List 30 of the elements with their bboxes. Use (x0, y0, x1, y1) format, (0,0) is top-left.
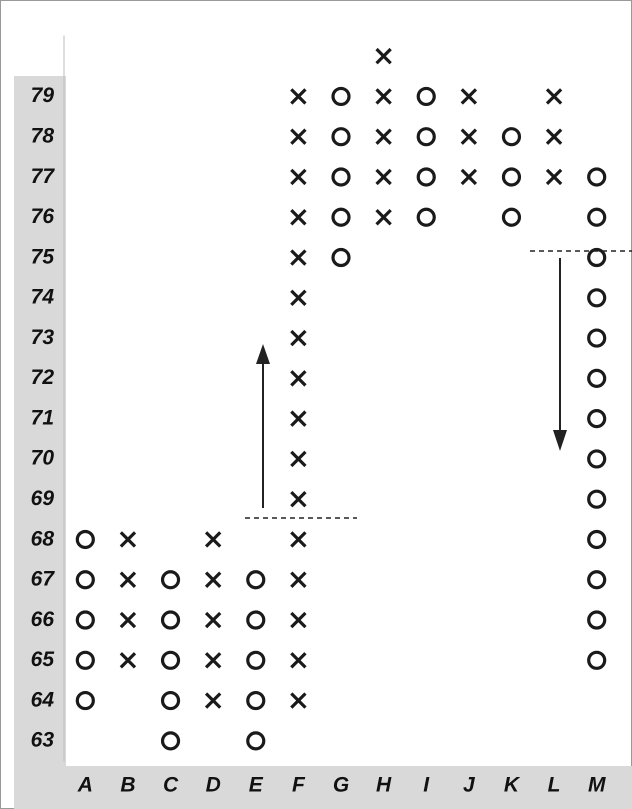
y-tick-label: 66 (30, 608, 54, 631)
y-tick-label: 64 (30, 688, 54, 712)
y-tick-label: 65 (30, 648, 54, 672)
y-tick-label: 68 (30, 527, 54, 550)
x-tick-label: E (248, 773, 264, 796)
x-tick-label: H (376, 773, 392, 796)
x-tick-label: M (588, 773, 606, 796)
y-tick-label: 72 (30, 366, 54, 390)
y-tick-label: 76 (30, 205, 54, 228)
x-tick-label: D (206, 773, 221, 796)
y-tick-label: 69 (30, 486, 54, 510)
y-tick-label: 75 (30, 245, 54, 268)
x-tick-label: G (332, 773, 350, 796)
y-tick-label: 77 (30, 164, 56, 188)
y-tick-label: 73 (30, 326, 54, 349)
y-tick-label: 63 (30, 728, 54, 752)
y-tick-label: 79 (30, 84, 54, 108)
x-tick-label: A (76, 773, 93, 796)
x-tick-label: L (548, 773, 560, 796)
y-tick-label: 71 (30, 406, 54, 430)
x-tick-label: F (292, 773, 306, 796)
x-tick-label: C (162, 773, 179, 796)
y-tick-label: 67 (30, 568, 56, 591)
x-tick-label: B (120, 773, 136, 796)
y-tick-label: 70 (30, 446, 54, 470)
y-tick-label: 74 (30, 286, 54, 309)
x-tick-label: K (504, 773, 521, 796)
x-tick-label: I (423, 773, 430, 796)
x-tick-label: J (463, 773, 476, 796)
y-tick-label: 78 (30, 124, 54, 148)
